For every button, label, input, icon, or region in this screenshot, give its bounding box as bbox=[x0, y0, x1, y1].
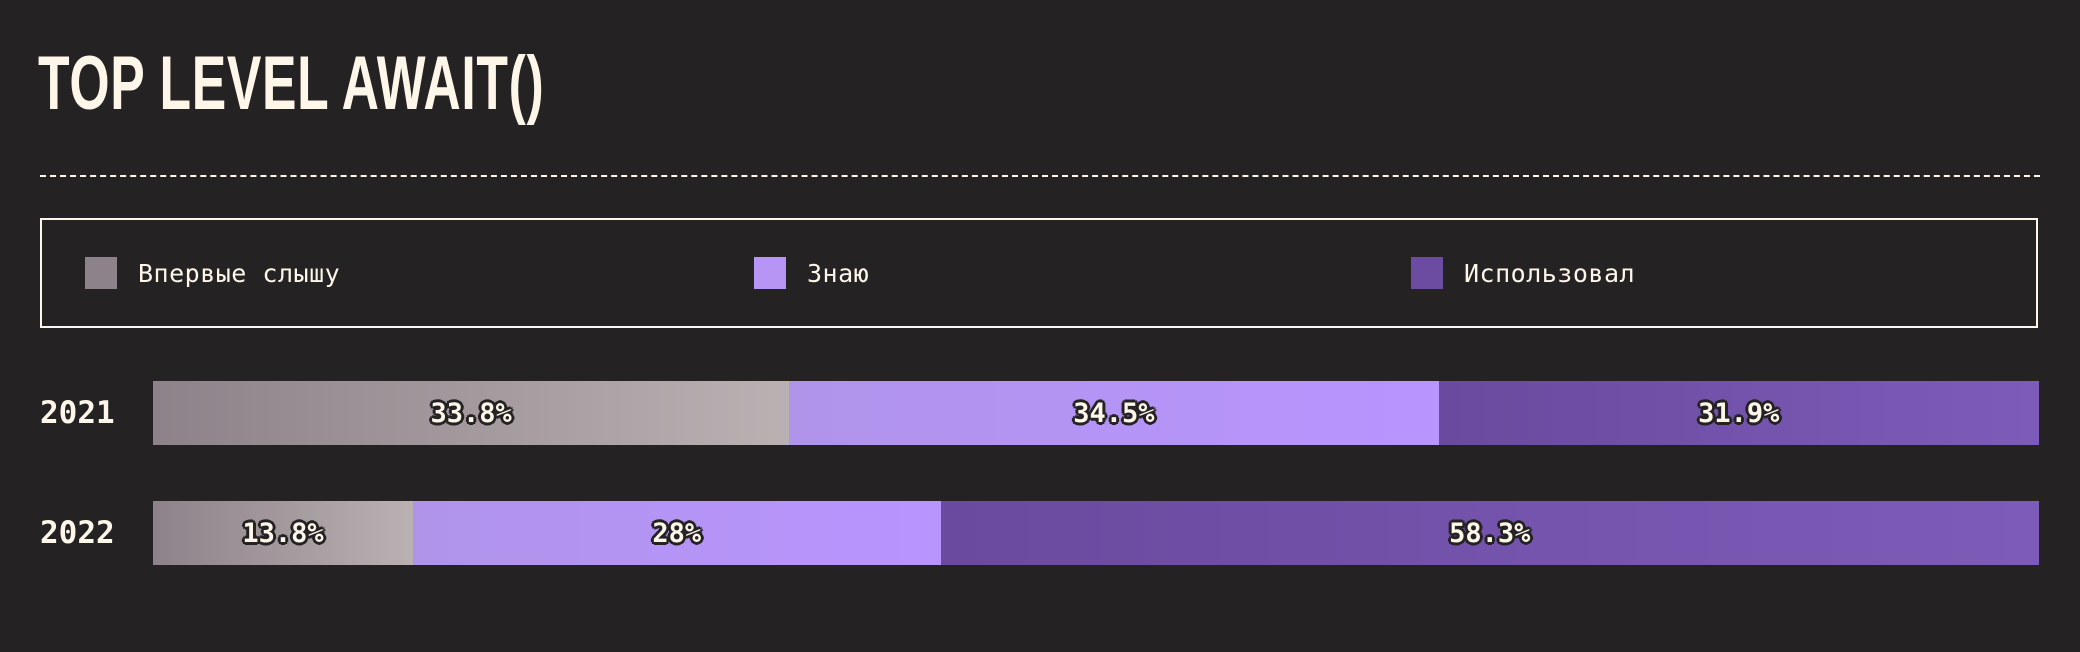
bar-segment-2022-know: 28% bbox=[413, 501, 941, 565]
legend-item-know: Знаю bbox=[754, 220, 869, 326]
data-label-2022-used: 58.3% bbox=[1449, 517, 1531, 549]
legend-label-know: Знаю bbox=[807, 258, 870, 288]
stacked-bar-2022: 13.8% 28% 58.3% bbox=[153, 501, 2039, 565]
legend-item-used: Использовал bbox=[1411, 220, 1635, 326]
bar-segment-2021-know: 34.5% bbox=[789, 381, 1439, 445]
bar-segment-2021-first-time: 33.8% bbox=[153, 381, 790, 445]
bar-segment-2022-used: 58.3% bbox=[940, 501, 2039, 565]
legend: Впервые слышу Знаю Использовал bbox=[40, 218, 2038, 328]
row-label-2022: 2022 bbox=[40, 515, 115, 551]
legend-label-first-time: Впервые слышу bbox=[138, 258, 341, 288]
data-label-2022-know: 28% bbox=[652, 517, 702, 549]
data-label-2021-first-time: 33.8% bbox=[430, 397, 512, 429]
data-label-2021-know: 34.5% bbox=[1073, 397, 1155, 429]
legend-swatch-first-time bbox=[85, 257, 117, 289]
row-label-2021: 2021 bbox=[40, 395, 115, 431]
legend-swatch-know bbox=[754, 257, 786, 289]
bar-segment-2021-used: 31.9% bbox=[1438, 381, 2039, 445]
legend-label-used: Использовал bbox=[1464, 258, 1636, 288]
dashed-divider bbox=[40, 175, 2040, 177]
legend-item-first-time: Впервые слышу bbox=[85, 220, 340, 326]
stacked-bar-2021: 33.8% 34.5% 31.9% bbox=[153, 381, 2039, 445]
data-label-2021-used: 31.9% bbox=[1698, 397, 1780, 429]
data-label-2022-first-time: 13.8% bbox=[242, 517, 324, 549]
chart-title: TOP LEVEL AWAIT() bbox=[38, 41, 545, 126]
legend-swatch-used bbox=[1411, 257, 1443, 289]
bar-segment-2022-first-time: 13.8% bbox=[153, 501, 413, 565]
